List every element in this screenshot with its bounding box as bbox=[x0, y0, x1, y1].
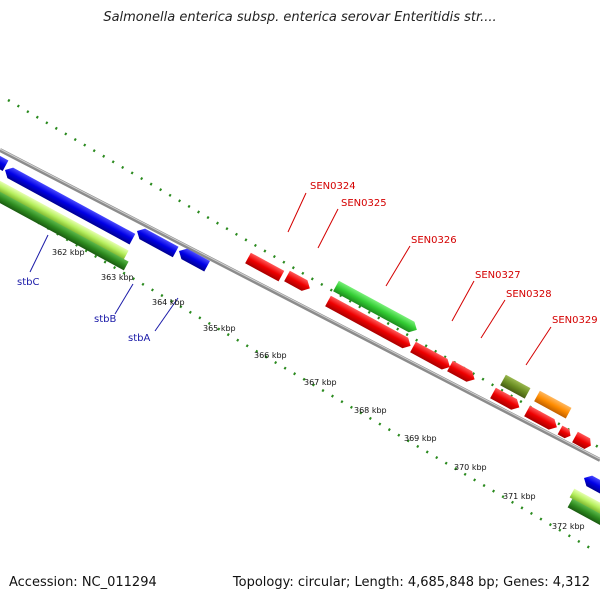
genome-backbone bbox=[0, 148, 600, 462]
gene-sen0325-feature[interactable] bbox=[284, 270, 313, 294]
scale-label-371: 371 kbp bbox=[503, 492, 536, 501]
gene-sen0328-rev-feature[interactable] bbox=[490, 387, 522, 413]
reverse-strand-genes bbox=[0, 165, 600, 537]
gene-stbb-feature[interactable] bbox=[134, 226, 179, 258]
gene-sen0324-feature[interactable] bbox=[245, 252, 285, 282]
gene-partial-left-feature[interactable] bbox=[0, 154, 9, 171]
accession-label: Accession: NC_011294 bbox=[9, 575, 157, 590]
gene-sen0326-feature[interactable] bbox=[333, 280, 420, 335]
gene-sen0327-feature[interactable] bbox=[410, 341, 453, 373]
gene-right-blue-feature[interactable] bbox=[581, 473, 600, 503]
gene-right-lightgreen-feature[interactable] bbox=[569, 488, 600, 527]
scale-label-364: 364 kbp bbox=[152, 298, 185, 307]
gene-label-stba[interactable]: stbA bbox=[128, 333, 150, 344]
genome-backbone-highlight bbox=[0, 148, 600, 460]
gene-sen0326-rev-feature[interactable] bbox=[325, 295, 413, 351]
scale-label-367: 367 kbp bbox=[304, 378, 337, 387]
scale-label-365: 365 kbp bbox=[203, 324, 236, 333]
gene-sen0327b-feature[interactable] bbox=[447, 360, 477, 385]
gene-stbc-feature[interactable] bbox=[2, 165, 136, 245]
scale-label-372: 372 kbp bbox=[552, 522, 585, 531]
gene-red-small-feature[interactable] bbox=[557, 425, 573, 441]
upper-leader-lines bbox=[287, 192, 552, 366]
gene-label-sen0326[interactable]: SEN0326 bbox=[411, 235, 457, 246]
gene-red-edge-feature[interactable] bbox=[572, 431, 594, 451]
outer-tick-track bbox=[7, 98, 600, 450]
scale-label-362: 362 kbp bbox=[52, 248, 85, 257]
lower-leader-lines bbox=[29, 234, 179, 332]
gene-sen0328-feature[interactable] bbox=[500, 374, 531, 399]
gene-label-stbc[interactable]: stbC bbox=[17, 277, 39, 288]
scale-labels: 362 kbp 363 kbp 364 kbp 365 kbp 366 kbp … bbox=[52, 248, 585, 531]
map-title: Salmonella enterica subsp. enterica sero… bbox=[103, 10, 497, 25]
gene-sen0329-rev-feature[interactable] bbox=[524, 405, 560, 433]
scale-label-370: 370 kbp bbox=[454, 463, 487, 472]
scale-label-368: 368 kbp bbox=[354, 406, 387, 415]
gene-label-sen0325[interactable]: SEN0325 bbox=[341, 198, 387, 209]
scale-label-369: 369 kbp bbox=[404, 434, 437, 443]
forward-strand-genes bbox=[0, 154, 572, 419]
gene-label-sen0327[interactable]: SEN0327 bbox=[475, 270, 521, 281]
scale-label-366: 366 kbp bbox=[254, 351, 287, 360]
gene-label-sen0324[interactable]: SEN0324 bbox=[310, 181, 356, 192]
gene-label-sen0328[interactable]: SEN0328 bbox=[506, 289, 552, 300]
topology-label: Topology: circular; Length: 4,685,848 bp… bbox=[232, 575, 590, 590]
inner-tick-track bbox=[0, 198, 591, 550]
gene-label-stbb[interactable]: stbB bbox=[94, 314, 116, 325]
gene-sen0329-feature[interactable] bbox=[534, 390, 572, 419]
gene-right-darkgreen-feature[interactable] bbox=[567, 498, 600, 537]
gene-stba-feature[interactable] bbox=[176, 246, 210, 272]
gene-label-sen0329[interactable]: SEN0329 bbox=[552, 315, 598, 326]
gene-stb-green-feature[interactable] bbox=[0, 176, 129, 260]
gene-stb-darkgreen-feature[interactable] bbox=[0, 187, 129, 271]
scale-label-363: 363 kbp bbox=[101, 273, 134, 282]
